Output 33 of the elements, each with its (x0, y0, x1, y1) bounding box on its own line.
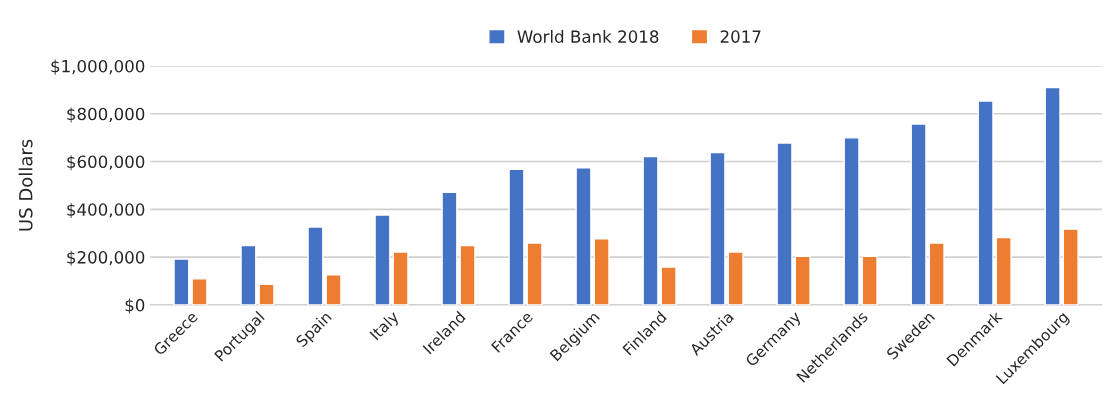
y-axis-title: US Dollars (18, 139, 33, 231)
bar (642, 155, 659, 305)
y-tick-label: $600,000 (67, 155, 145, 171)
bar (794, 255, 811, 305)
bar (173, 258, 190, 305)
bar (910, 123, 927, 305)
legend-label: 2017 (720, 30, 761, 43)
bar (508, 168, 525, 305)
bar (191, 278, 208, 305)
legend-label: World Bank 2018 (517, 30, 659, 43)
bar (575, 167, 592, 305)
bar (258, 283, 275, 305)
y-tick-label: $0 (125, 298, 145, 314)
bar (459, 244, 476, 305)
y-tick-label: $800,000 (67, 107, 145, 123)
bar (709, 151, 726, 305)
bar (843, 137, 860, 305)
y-tick-label: $400,000 (67, 202, 145, 219)
bar (593, 237, 610, 305)
bar (928, 242, 945, 305)
bar (995, 236, 1012, 305)
bar (660, 266, 677, 305)
bar (1044, 86, 1061, 305)
bar (1062, 228, 1079, 305)
bar (240, 244, 257, 305)
bar (727, 251, 744, 305)
bar (977, 100, 994, 305)
y-tick-label: $1,000,000 (51, 59, 145, 75)
bar (776, 142, 793, 305)
bar (441, 191, 458, 305)
bar (861, 255, 878, 305)
bar (526, 242, 543, 305)
y-tick-label: $200,000 (67, 250, 145, 266)
